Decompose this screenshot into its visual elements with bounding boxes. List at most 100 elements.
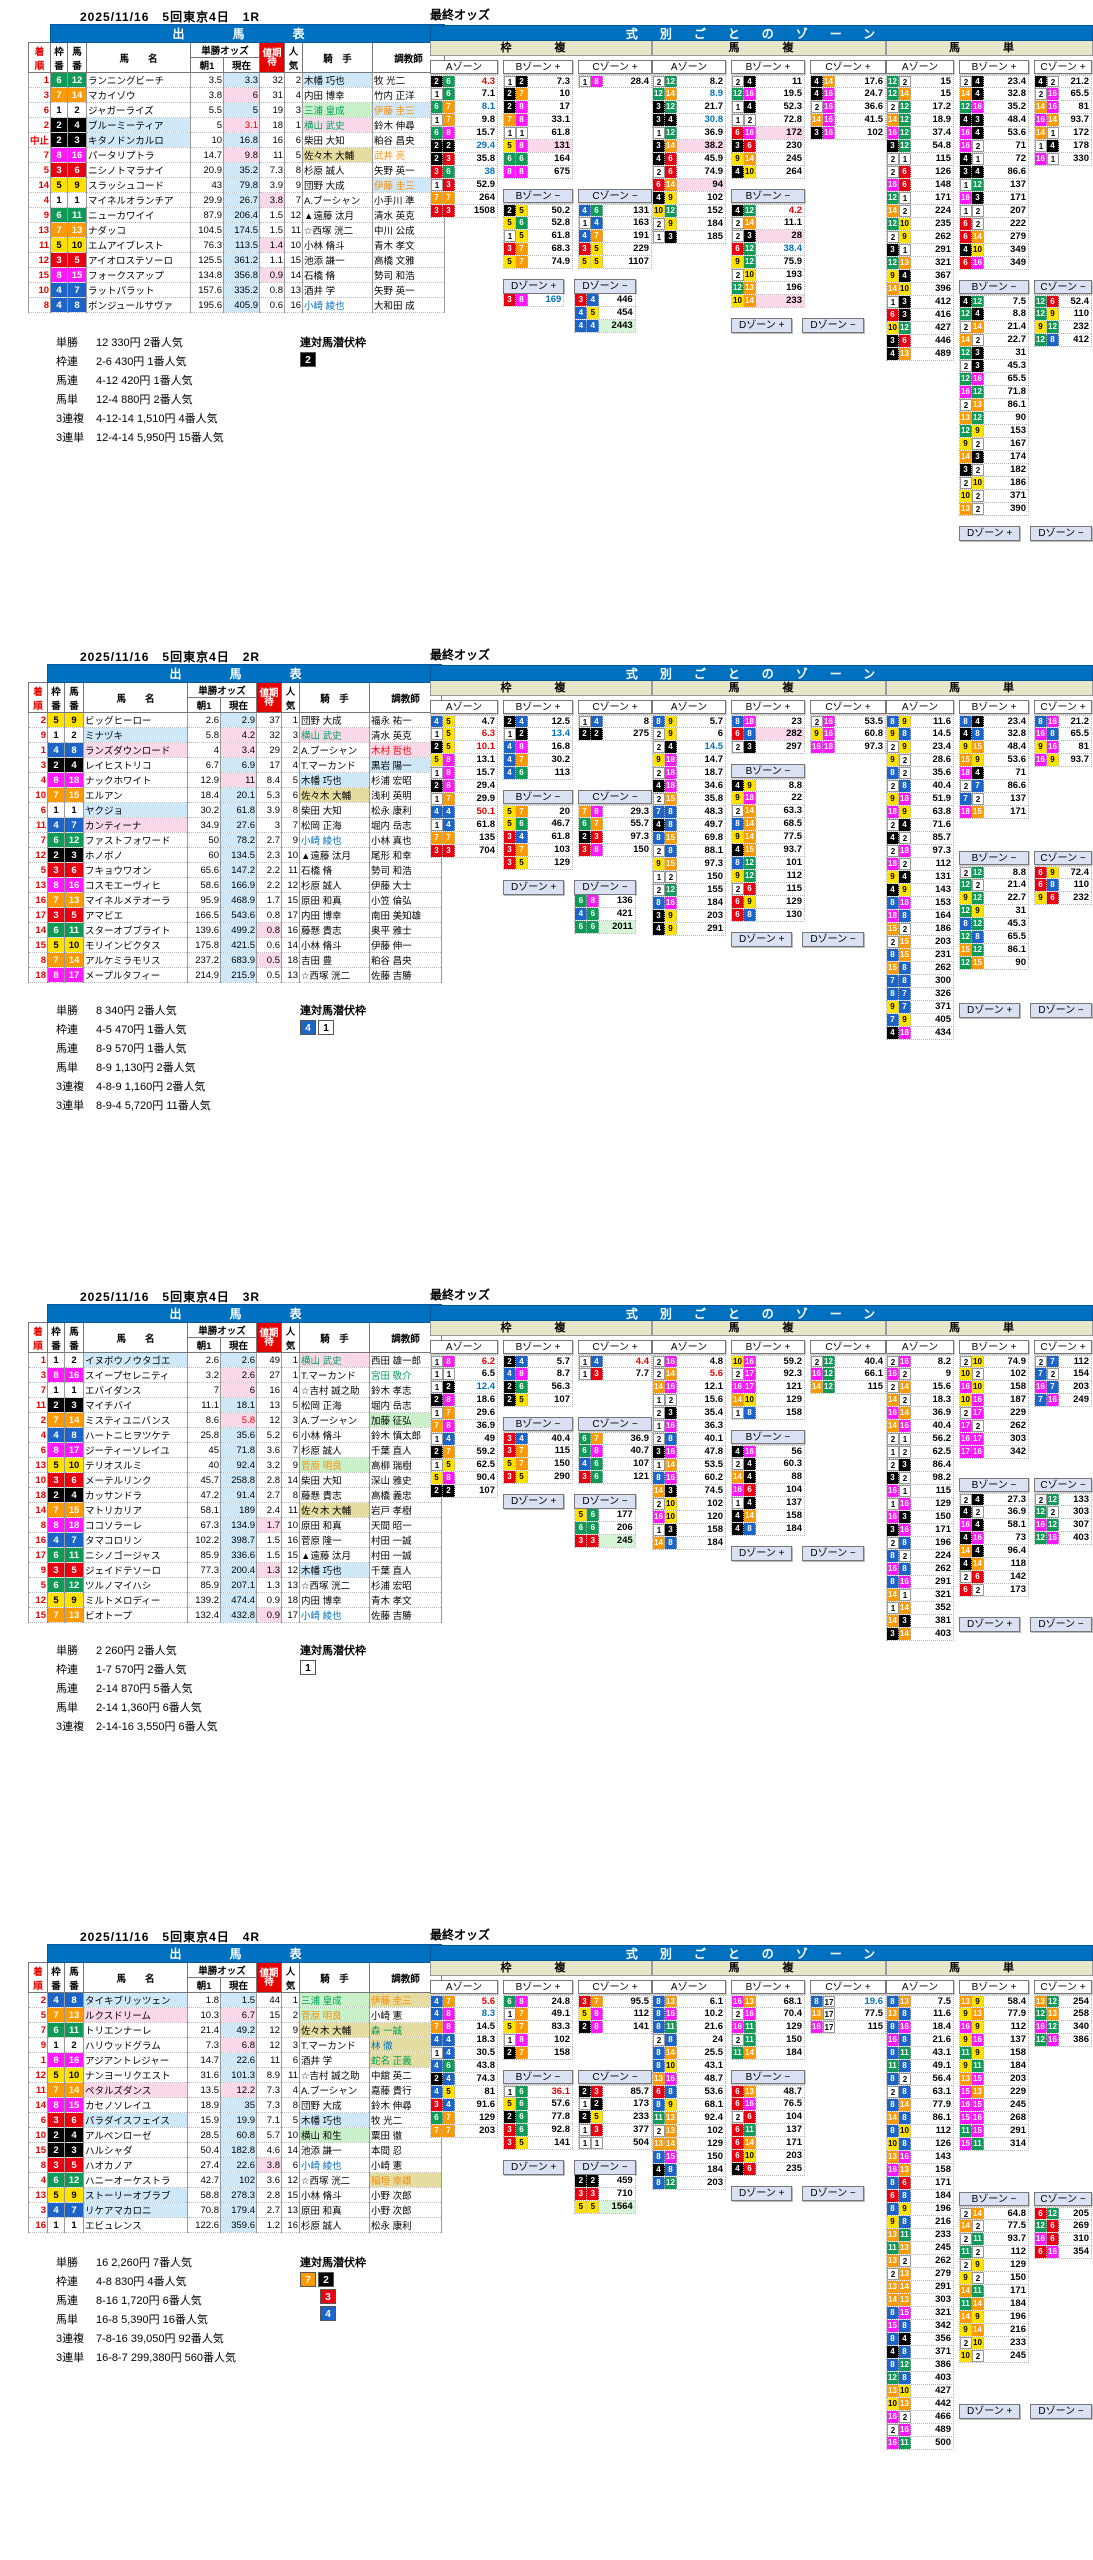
d-zone-button[interactable]: Dゾーン − (574, 279, 636, 294)
zone-column-header[interactable]: Bゾーン + (959, 1980, 1029, 1994)
horse-number-box: 12 (744, 857, 756, 869)
zone-odds-value: 65.5 (984, 931, 1028, 944)
zone-column-header[interactable]: Bゾーン − (503, 1417, 573, 1431)
zone-column-header[interactable]: Aゾーン (886, 700, 954, 714)
zone-column-header[interactable]: Cゾーン + (578, 1340, 652, 1354)
d-zone-button[interactable]: Dゾーン + (503, 2160, 565, 2175)
horse-number-box: 12 (1047, 321, 1059, 333)
d-zone-button[interactable]: Dゾーン − (802, 932, 864, 947)
zone-column-header[interactable]: Bゾーン + (731, 1340, 805, 1354)
horse-number-box: 17 (960, 1420, 972, 1432)
zone-column-header[interactable]: Cゾーン − (1034, 280, 1092, 294)
current-odds: 6 (220, 1382, 257, 1398)
zone-column-header[interactable]: Cゾーン + (578, 1980, 652, 1994)
zone-odds-value: 230 (756, 140, 804, 152)
zone-column-header[interactable]: Cゾーン − (578, 189, 652, 203)
zone-column-header[interactable]: Bゾーン + (503, 1980, 573, 1994)
zone-column-header[interactable]: Aゾーン (652, 60, 726, 74)
zone-column-header[interactable]: Cゾーン − (578, 1417, 652, 1431)
d-zone-button[interactable]: Dゾーン − (574, 1494, 636, 1509)
zone-column-header[interactable]: Cゾーン + (1034, 1340, 1092, 1354)
zone-odds-row: 2 12 40.4 (810, 1355, 886, 1368)
zone-column-header[interactable]: Cゾーン + (578, 700, 652, 714)
horse-number-box: 7 (504, 114, 516, 126)
zone-column-header[interactable]: Bゾーン − (959, 280, 1029, 294)
zone-odds-value: 17.6 (835, 76, 885, 87)
trainer-name: 小林 真也 (369, 832, 442, 848)
zone-column-header[interactable]: Cゾーン − (1034, 1478, 1092, 1493)
zone-odds-value: 205 (1059, 2208, 1091, 2219)
zone-odds-value: 77.5 (835, 2008, 885, 2020)
zone-column-header[interactable]: Cゾーン + (1034, 1980, 1092, 1994)
d-zone-button[interactable]: Dゾーン − (574, 880, 636, 895)
zone-column-header[interactable]: Cゾーン − (1034, 2192, 1092, 2206)
zone-column-header[interactable]: Aゾーン (652, 700, 726, 714)
d-zone-button[interactable]: Dゾーン + (959, 1616, 1021, 1632)
d-zone-button[interactable]: Dゾーン + (731, 1546, 793, 1561)
zone-column-header[interactable]: Cゾーン + (1034, 700, 1092, 714)
zone-column-header[interactable]: Bゾーン − (959, 1478, 1029, 1493)
d-zone-button[interactable]: Dゾーン + (503, 1494, 565, 1509)
zone-column-header[interactable]: Bゾーン − (731, 2070, 805, 2084)
zone-column-header[interactable]: Bゾーン + (959, 1340, 1029, 1354)
d-zone-button[interactable]: Dゾーン + (731, 2186, 793, 2201)
zone-odds-value: 446 (911, 335, 953, 347)
zone-column-header[interactable]: Cゾーン + (1034, 60, 1092, 74)
zone-column-header[interactable]: Bゾーン − (959, 2192, 1029, 2206)
d-zone-button[interactable]: Dゾーン − (1030, 2404, 1092, 2419)
zone-column-header[interactable]: Bゾーン + (959, 60, 1029, 74)
zone-column-header[interactable]: Bゾーン + (503, 1340, 573, 1354)
current-odds: 20.1 (220, 787, 257, 803)
d-zone-button[interactable]: Dゾーン − (802, 2186, 864, 2201)
d-zone-button[interactable]: Dゾーン − (802, 318, 864, 333)
d-zone-button[interactable]: Dゾーン + (731, 932, 793, 947)
zone-column-header[interactable]: Cゾーン + (578, 60, 652, 74)
horse-name: リケアマカロニ (83, 2202, 188, 2218)
d-zone-button[interactable]: Dゾーン − (1030, 1002, 1092, 1018)
d-zone-button[interactable]: Dゾーン − (1030, 526, 1092, 541)
zone-column-header[interactable]: Cゾーン − (1034, 851, 1092, 866)
zone-column-header[interactable]: Aゾーン (886, 60, 954, 74)
zone-column-header[interactable]: Cゾーン + (810, 700, 886, 714)
zone-column-header[interactable]: Bゾーン − (959, 851, 1029, 866)
d-zone-button[interactable]: Dゾーン + (959, 526, 1021, 541)
d-zone-button[interactable]: Dゾーン + (503, 880, 565, 895)
zone-column-header[interactable]: Bゾーン − (503, 2070, 573, 2084)
zone-odds-row: 7 16 249 (1034, 1394, 1092, 1407)
zone-column-header[interactable]: Aゾーン (430, 700, 498, 714)
zone-column-header[interactable]: Bゾーン + (503, 700, 573, 714)
zone-column-header[interactable]: Bゾーン − (731, 1430, 805, 1444)
d-zone-column: Dゾーン + (503, 2160, 565, 2175)
zone-column-header[interactable]: Bゾーン + (731, 700, 805, 714)
horse-number-box: 2 (504, 1356, 516, 1367)
d-zone-button[interactable]: Dゾーン + (503, 279, 565, 294)
zone-column-header[interactable]: Bゾーン − (731, 189, 805, 203)
zone-column-header[interactable]: Aゾーン (430, 60, 498, 74)
zone-column-header[interactable]: Bゾーン − (731, 764, 805, 778)
zone-column-header[interactable]: Bゾーン + (731, 1980, 805, 1994)
zone-column-header[interactable]: Bゾーン − (503, 189, 573, 203)
zone-column-header[interactable]: Aゾーン (886, 1340, 954, 1354)
zone-column-header[interactable]: Aゾーン (430, 1340, 498, 1354)
zone-column-header[interactable]: Bゾーン + (959, 700, 1029, 714)
d-zone-button[interactable]: Dゾーン + (959, 2404, 1021, 2419)
zone-column-header[interactable]: Bゾーン + (731, 60, 805, 74)
zone-column-header[interactable]: Cゾーン − (578, 2070, 652, 2084)
zone-column-header[interactable]: Cゾーン + (810, 1980, 886, 1994)
zone-column-header[interactable]: Cゾーン + (810, 60, 886, 74)
d-zone-button[interactable]: Dゾーン + (959, 1002, 1021, 1018)
zone-column-header[interactable]: Aゾーン (652, 1340, 726, 1354)
zone-column-header[interactable]: Bゾーン − (503, 790, 573, 804)
d-zone-button[interactable]: Dゾーン − (802, 1546, 864, 1561)
zone-column-header[interactable]: Cゾーン − (578, 790, 652, 804)
d-zone-button[interactable]: Dゾーン + (731, 318, 793, 333)
zone-column-header[interactable]: Bゾーン + (503, 60, 573, 74)
card-row: 11 4 7 カンティーナ 34.9 27.6 3 7 松岡 正海 堀内 岳志 (28, 817, 442, 833)
zone-column-header[interactable]: Aゾーン (652, 1980, 726, 1994)
zone-column-header[interactable]: Aゾーン (430, 1980, 498, 1994)
zone-column-header[interactable]: Aゾーン (886, 1980, 954, 1994)
d-zone-button[interactable]: Dゾーン − (1030, 1616, 1092, 1632)
zone-odds-row: 4 4 2443 (574, 320, 636, 333)
zone-column-header[interactable]: Cゾーン + (810, 1340, 886, 1354)
d-zone-button[interactable]: Dゾーン − (574, 2160, 636, 2175)
